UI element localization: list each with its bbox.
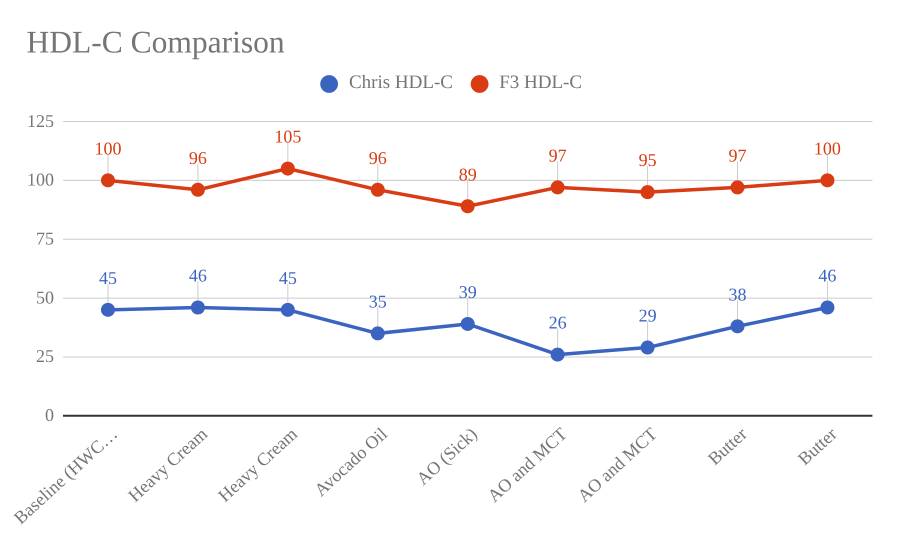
- svg-text:96: 96: [369, 148, 387, 168]
- svg-text:125: 125: [27, 111, 54, 131]
- svg-text:35: 35: [369, 291, 387, 311]
- svg-text:105: 105: [274, 127, 301, 147]
- svg-text:100: 100: [27, 170, 54, 190]
- svg-text:26: 26: [549, 313, 567, 333]
- svg-text:0: 0: [45, 405, 54, 425]
- svg-text:95: 95: [639, 150, 657, 170]
- svg-text:F3 HDL-C: F3 HDL-C: [499, 72, 582, 93]
- svg-text:45: 45: [99, 268, 117, 288]
- svg-text:25: 25: [36, 346, 54, 366]
- svg-text:75: 75: [36, 229, 54, 249]
- svg-text:29: 29: [639, 306, 657, 326]
- svg-text:97: 97: [729, 145, 747, 165]
- svg-text:100: 100: [94, 138, 121, 158]
- svg-text:HDL-C Comparison: HDL-C Comparison: [27, 25, 285, 60]
- svg-text:97: 97: [549, 145, 567, 165]
- svg-text:96: 96: [189, 148, 207, 168]
- svg-text:50: 50: [36, 287, 54, 307]
- svg-text:38: 38: [729, 284, 747, 304]
- svg-text:39: 39: [459, 282, 477, 302]
- svg-text:46: 46: [818, 266, 836, 286]
- svg-text:46: 46: [189, 266, 207, 286]
- svg-text:100: 100: [814, 138, 841, 158]
- svg-text:89: 89: [459, 164, 477, 184]
- svg-text:Chris HDL-C: Chris HDL-C: [349, 72, 453, 93]
- svg-text:45: 45: [279, 268, 297, 288]
